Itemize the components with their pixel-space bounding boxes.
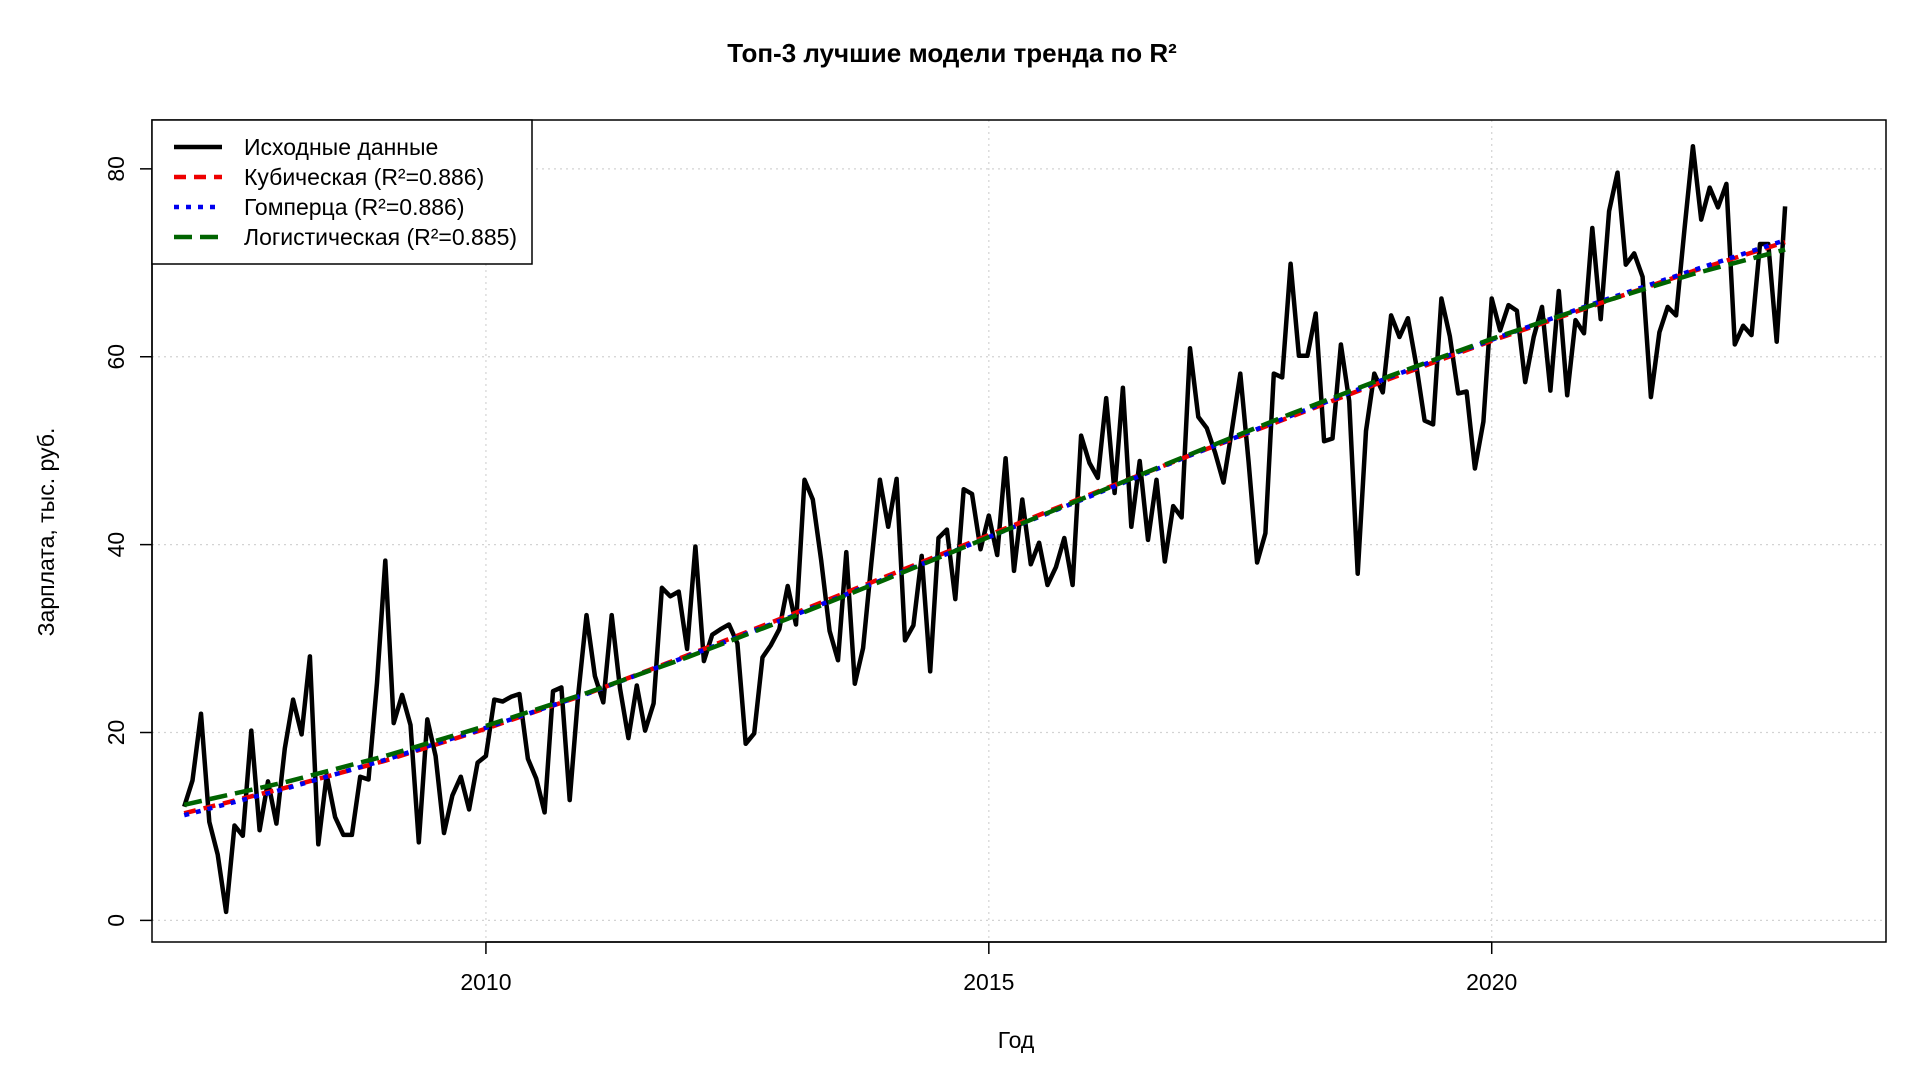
legend-label-1: Исходные данные bbox=[244, 134, 438, 160]
x-tick-label: 2010 bbox=[460, 969, 511, 995]
x-tick-label: 2015 bbox=[963, 969, 1014, 995]
x-axis-label: Год bbox=[998, 1027, 1035, 1053]
series-line-2 bbox=[183, 239, 1786, 816]
series-line-4 bbox=[183, 247, 1786, 807]
legend-label-2: Кубическая (R²=0.886) bbox=[244, 164, 484, 190]
legend-label-4: Логистическая (R²=0.885) bbox=[244, 224, 517, 250]
y-tick-label: 60 bbox=[103, 344, 129, 370]
y-tick-label: 20 bbox=[103, 720, 129, 746]
legend-label-3: Гомперца (R²=0.886) bbox=[244, 194, 465, 220]
y-axis-label: Зарплата, тыс. руб. bbox=[33, 428, 59, 637]
y-tick-label: 40 bbox=[103, 532, 129, 558]
legend: Исходные данные Кубическая (R²=0.886) Гомп… bbox=[151, 119, 533, 265]
series-line-1 bbox=[182, 144, 1788, 915]
y-tick-label: 80 bbox=[103, 156, 129, 182]
series-lines bbox=[182, 144, 1788, 915]
x-tick-label: 2020 bbox=[1466, 969, 1517, 995]
y-tick-label: 0 bbox=[103, 914, 129, 927]
axes: 2010 2015 2020 0 20 40 60 80 bbox=[103, 156, 1517, 995]
chart-title: Топ-3 лучшие модели тренда по R² bbox=[727, 38, 1177, 68]
legend-box bbox=[151, 119, 533, 265]
